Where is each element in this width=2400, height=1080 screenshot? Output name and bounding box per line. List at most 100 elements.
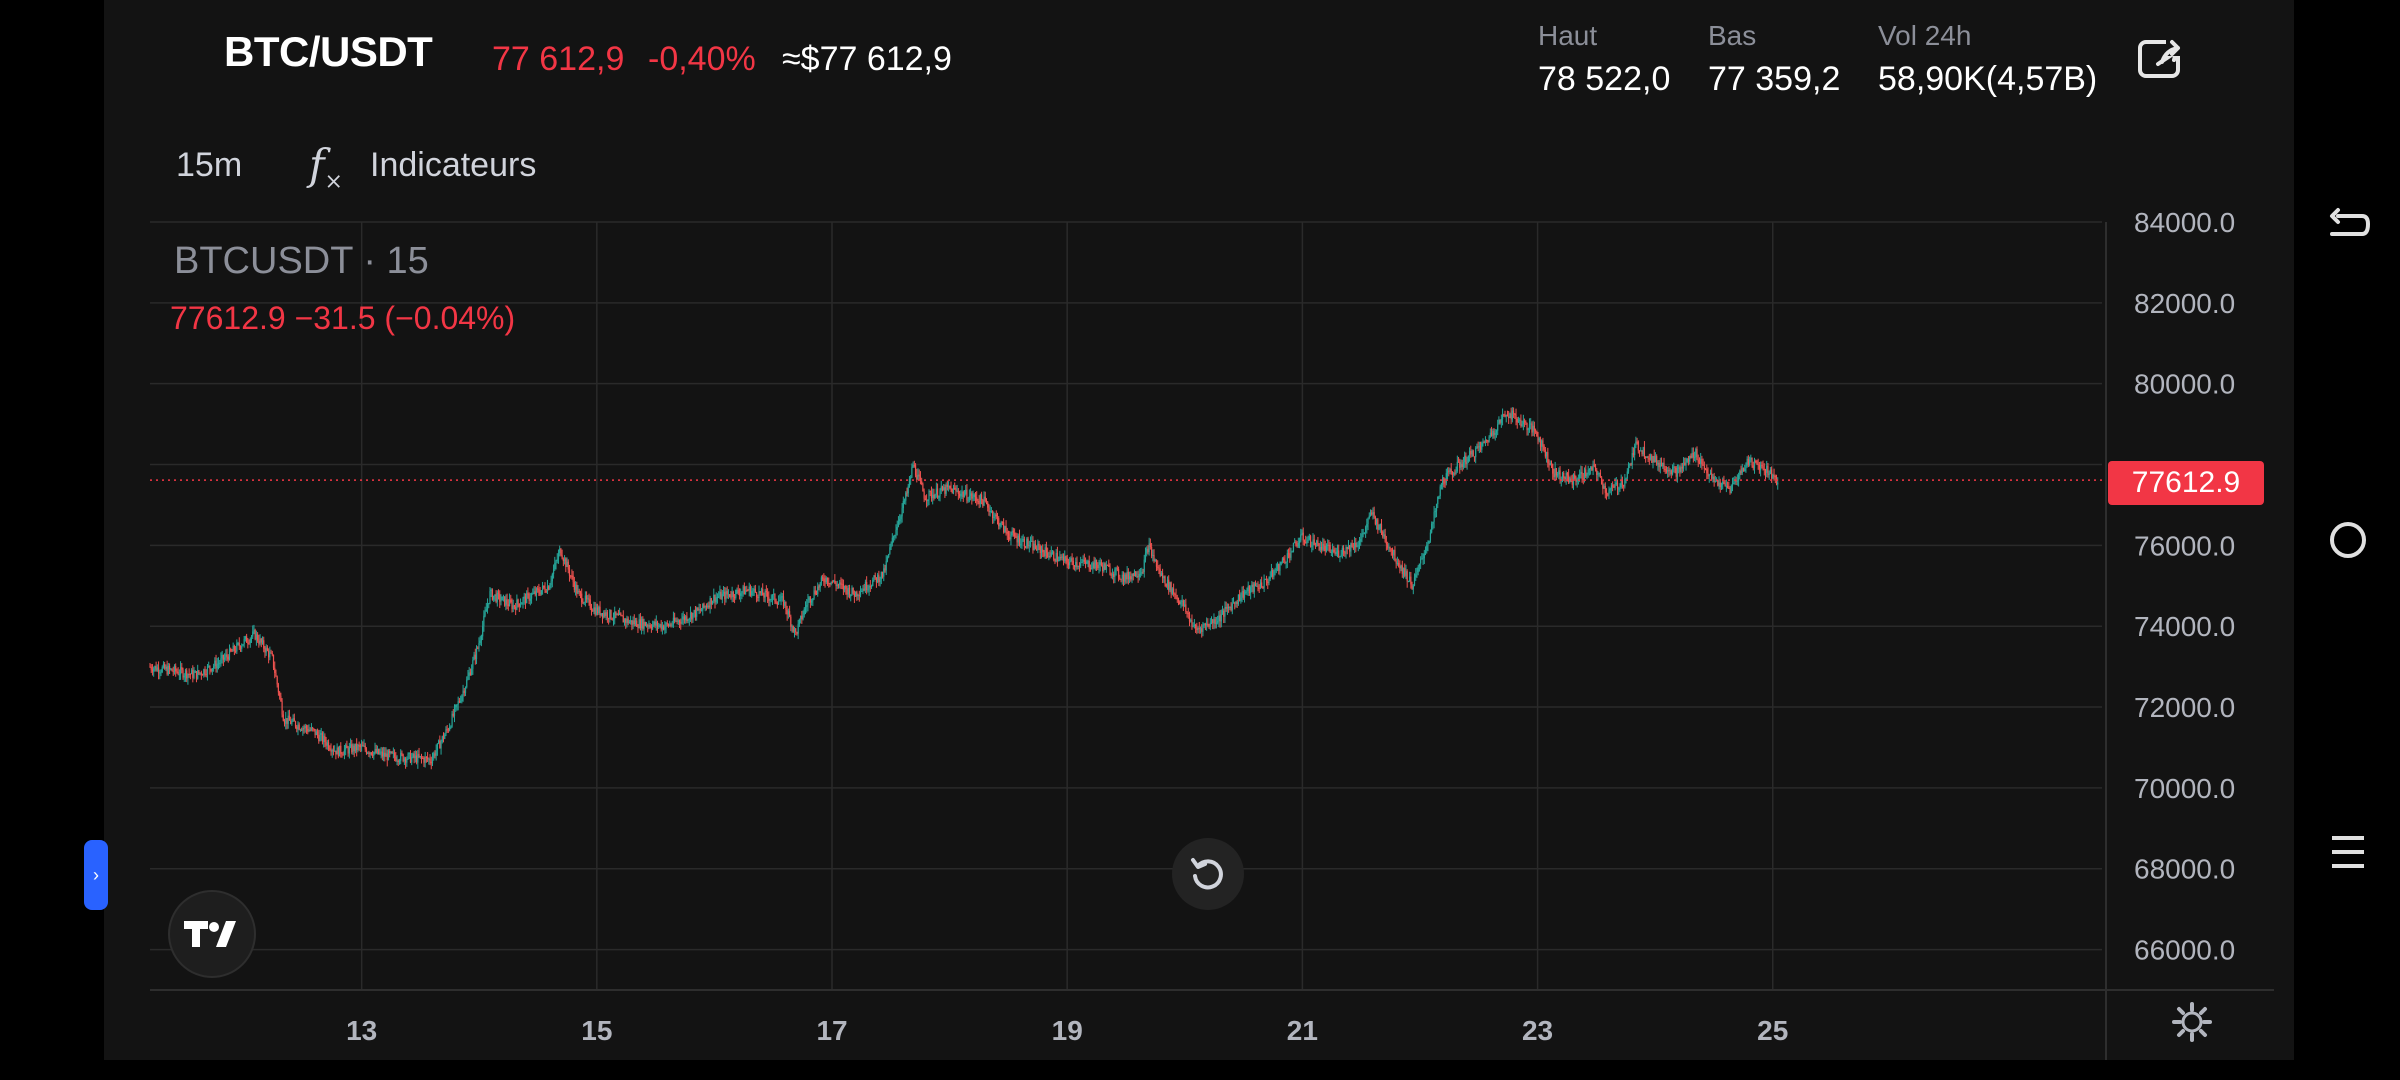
candle-body [1014,532,1016,537]
candle-body [1448,470,1450,472]
candle-body [1543,446,1545,450]
home-nav-icon[interactable] [2320,512,2376,568]
candle-body [1261,582,1263,588]
candle-body [1180,601,1182,605]
back-nav-icon[interactable] [2320,200,2376,256]
candle-body [444,734,446,739]
candle-body [596,607,599,614]
candle-body [334,750,336,752]
candle-body [208,665,210,667]
candle-body [738,593,741,596]
candle-body [157,667,160,674]
candle-body [936,488,939,498]
candle-body [655,621,657,626]
candle-body [1561,472,1564,480]
candle-body [478,643,480,648]
candle-body [905,492,907,501]
candle-body [468,672,470,677]
candle-body [1188,614,1191,622]
candle-body [1631,453,1633,466]
candle-body [1163,576,1165,579]
candle-body [268,650,270,658]
candle-body [1267,581,1269,584]
reset-view-button[interactable] [1172,838,1244,910]
timeframe-selector[interactable]: 15m [176,146,243,184]
candle-body [940,486,942,491]
candle-body [1772,475,1774,479]
candle-body [989,510,991,512]
candle-body [1018,535,1021,545]
candle-body [622,616,624,623]
indicators-fx-icon[interactable]: f× [309,140,343,195]
candle-body [1652,455,1654,463]
candle-body [1427,543,1429,546]
candle-body [864,581,867,591]
candle-body [1351,543,1353,548]
candle-body [992,510,994,518]
candle-body [1114,569,1116,577]
candle-body [1210,619,1213,623]
candle-body [1451,471,1454,475]
candle-body [550,581,552,585]
candle-body [1686,458,1688,463]
candle-body [1174,593,1176,595]
candle-body [349,744,352,747]
candle-body [1032,540,1034,551]
candle-body [356,743,358,751]
candle-body [1576,479,1578,482]
candle-body [1581,471,1583,479]
candle-body [272,654,275,668]
candle-body [594,607,596,615]
candle-body [570,575,572,577]
candle-body [650,627,653,629]
candle-body [663,625,665,630]
candle-body [1525,421,1527,423]
candle-body [332,750,335,752]
candle-body [758,591,760,598]
candle-body [277,684,280,693]
candle-body [1382,531,1384,537]
candle-body [1444,482,1446,484]
pair-title[interactable]: BTC/USDT [224,28,433,75]
candle-body [1296,544,1298,547]
candle-body [211,668,213,672]
share-icon[interactable] [2136,36,2184,84]
candle-body [535,588,538,595]
candle-body [1226,606,1229,609]
candle-body [1654,456,1657,463]
y-tick-label: 72000.0 [2134,692,2235,723]
candle-body [473,654,475,660]
candle-body [1250,587,1252,594]
candle-body [1742,467,1745,472]
candle-body [1247,585,1249,592]
candle-body [1248,585,1251,594]
candle-body [776,602,778,605]
candle-body [1626,471,1628,479]
candle-body [974,494,977,498]
candle-body [1479,446,1482,450]
candle-body [1746,458,1748,466]
candle-body [785,601,787,610]
candle-body [1012,530,1014,533]
candlestick-chart[interactable]: 84000.0 82000.0 80000.0 76000.0 74000.0 72000… [104,0,2294,1060]
candle-body [724,591,726,600]
candle-body [1141,571,1143,574]
candle-body [1128,576,1131,580]
candle-body [1130,576,1132,580]
candle-body [1709,473,1712,475]
candle-body [1214,619,1216,624]
candle-body [703,603,705,608]
chart-settings-icon[interactable] [2170,1000,2214,1044]
drawing-panel-toggle[interactable]: › [84,840,108,910]
candle-body [1165,584,1167,587]
candle-body [1763,468,1765,470]
candle-body [427,757,429,760]
candle-body [226,654,228,657]
indicators-button[interactable]: Indicateurs [370,146,537,184]
candle-body [1755,461,1757,463]
candle-body [1003,522,1005,533]
candle-body [249,638,251,644]
recents-nav-icon[interactable] [2320,824,2376,880]
candle-body [1158,567,1160,569]
candle-body [301,729,303,731]
